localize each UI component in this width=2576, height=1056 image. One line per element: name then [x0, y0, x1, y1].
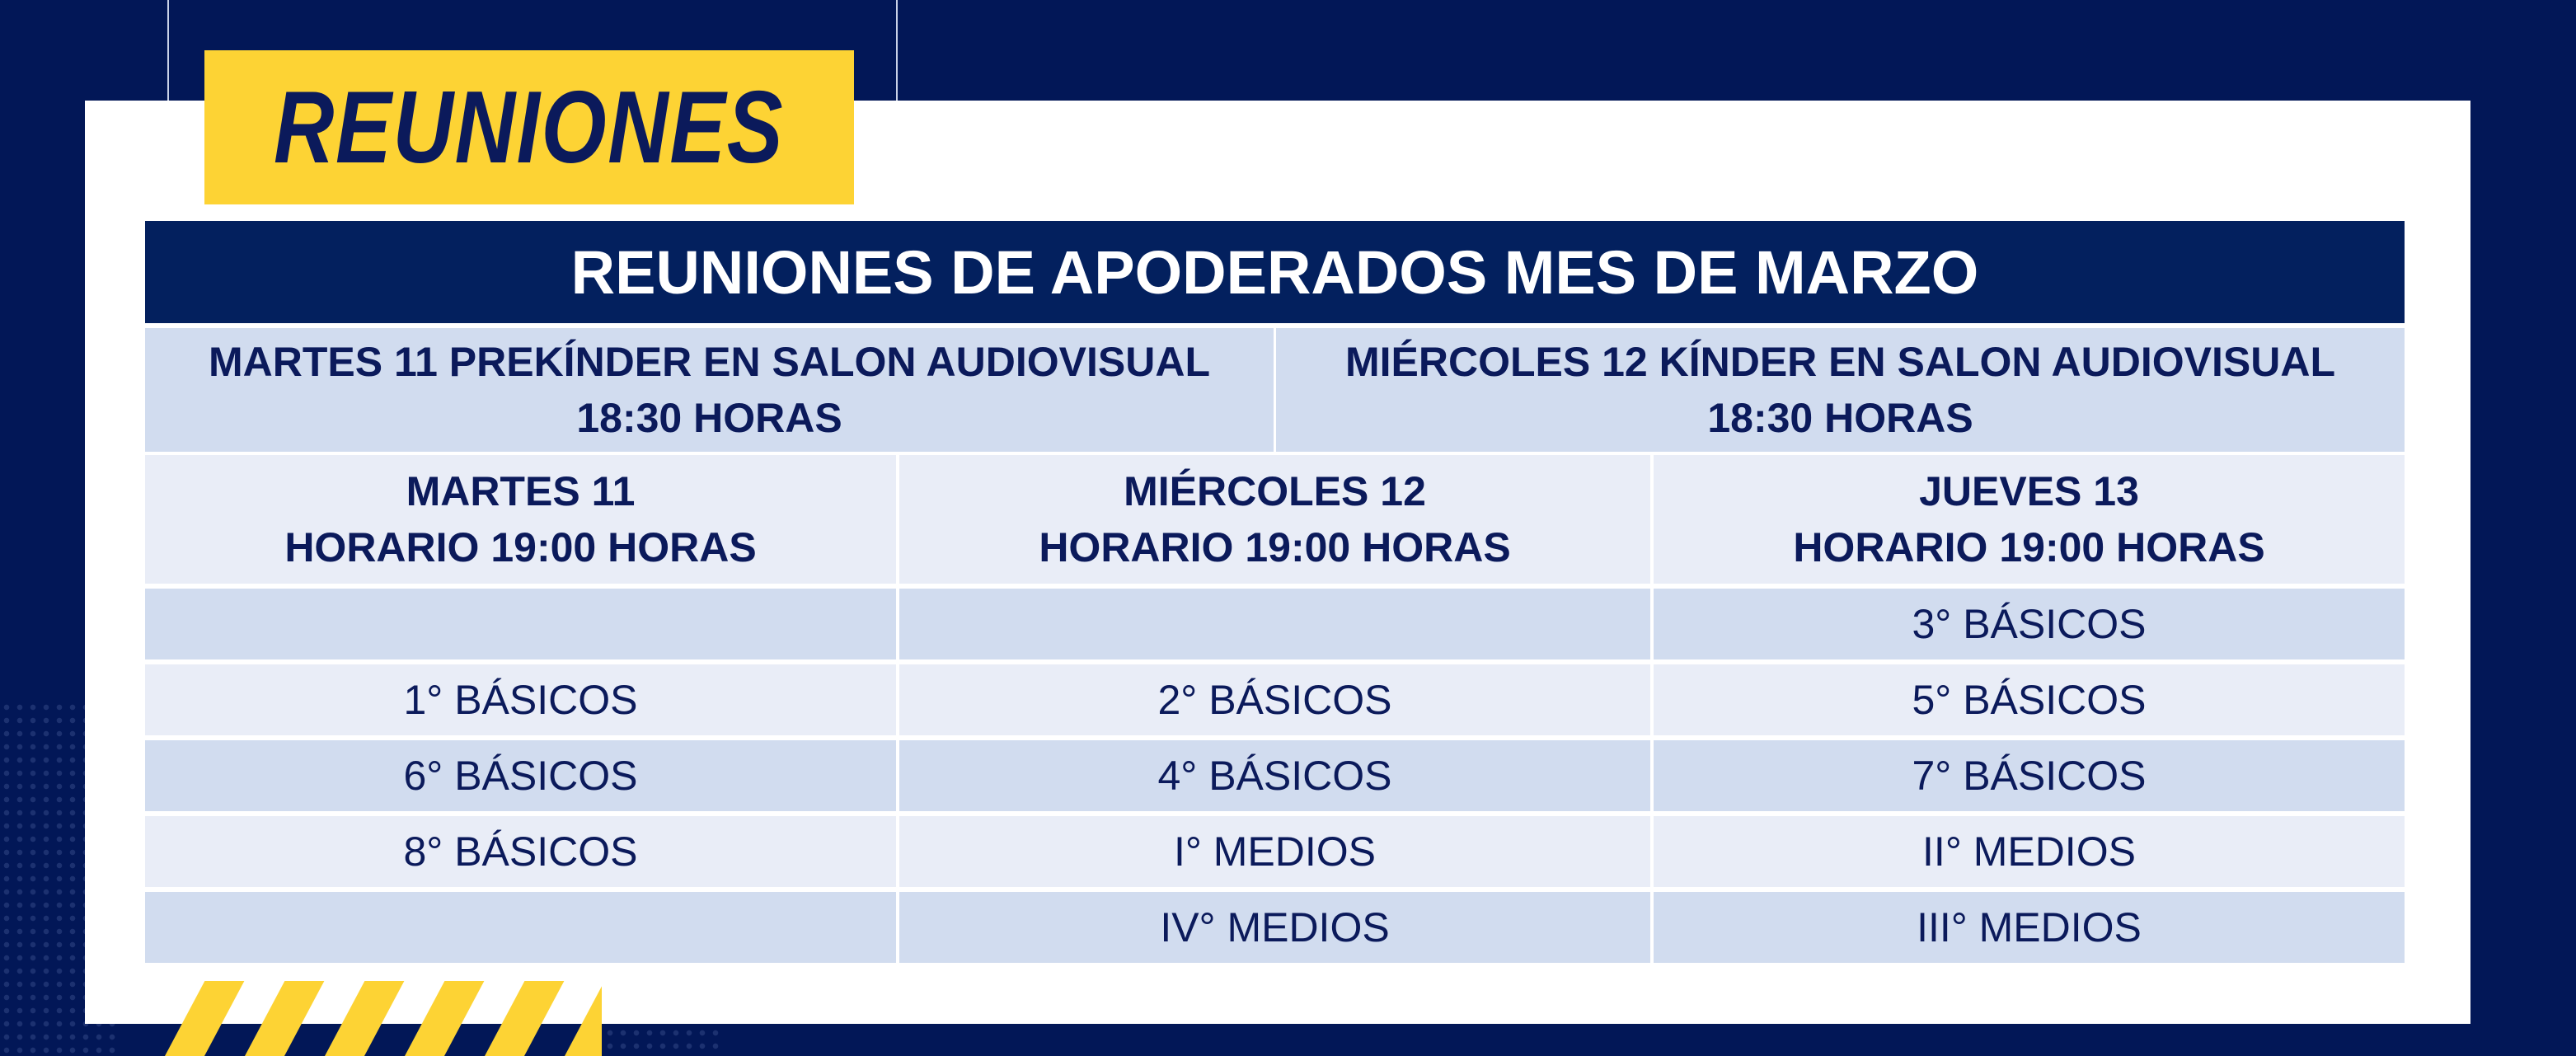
- yellow-stripes: [115, 981, 602, 1056]
- header-time: HORARIO 19:00 HORAS: [1793, 524, 2265, 570]
- stripe: [245, 981, 325, 1056]
- header-day: JUEVES 13: [1919, 468, 2139, 514]
- decorative-line-left: [167, 0, 169, 101]
- badge-text: REUNIONES: [274, 70, 785, 185]
- table-cell: 2° BÁSICOS: [899, 664, 1650, 735]
- table-cell: 8° BÁSICOS: [145, 816, 896, 887]
- header-day: MIÉRCOLES 12: [1124, 468, 1426, 514]
- stripe: [325, 981, 405, 1056]
- stripe: [485, 981, 565, 1056]
- column-header-tuesday: MARTES 11 HORARIO 19:00 HORAS: [145, 455, 896, 584]
- reuniones-badge: REUNIONES: [204, 50, 854, 204]
- header-time: HORARIO 19:00 HORAS: [1039, 524, 1511, 570]
- table-cell: [145, 589, 896, 659]
- table-cell: 1° BÁSICOS: [145, 664, 896, 735]
- header-time: HORARIO 19:00 HORAS: [284, 524, 757, 570]
- table-cell: I° MEDIOS: [899, 816, 1650, 887]
- stripe: [165, 981, 245, 1056]
- table-cell: 4° BÁSICOS: [899, 740, 1650, 811]
- table-cell: [899, 589, 1650, 659]
- table-cell: 5° BÁSICOS: [1654, 664, 2405, 735]
- session-line: MARTES 11 PREKÍNDER EN SALON AUDIOVISUAL: [209, 339, 1210, 385]
- table-row: 3° BÁSICOS: [145, 589, 2405, 659]
- stripe: [565, 981, 602, 1056]
- column-header-wednesday: MIÉRCOLES 12 HORARIO 19:00 HORAS: [899, 455, 1650, 584]
- table-cell: III° MEDIOS: [1654, 892, 2405, 963]
- session-line: MIÉRCOLES 12 KÍNDER EN SALON AUDIOVISUAL: [1344, 339, 2336, 385]
- table-row: 1° BÁSICOS 2° BÁSICOS 5° BÁSICOS: [145, 664, 2405, 735]
- table-title: REUNIONES DE APODERADOS MES DE MARZO: [145, 221, 2405, 323]
- header-day: MARTES 11: [406, 468, 636, 514]
- column-headers-row: MARTES 11 HORARIO 19:00 HORAS MIÉRCOLES …: [145, 455, 2405, 584]
- special-session-prekinder: MARTES 11 PREKÍNDER EN SALON AUDIOVISUAL…: [145, 328, 1274, 452]
- column-header-thursday: JUEVES 13 HORARIO 19:00 HORAS: [1654, 455, 2405, 584]
- special-session-kinder: MIÉRCOLES 12 KÍNDER EN SALON AUDIOVISUAL…: [1276, 328, 2405, 452]
- table-row: 8° BÁSICOS I° MEDIOS II° MEDIOS: [145, 816, 2405, 887]
- table-row: IV° MEDIOS III° MEDIOS: [145, 892, 2405, 963]
- session-time: 18:30 HORAS: [576, 395, 842, 441]
- table-cell: 6° BÁSICOS: [145, 740, 896, 811]
- table-cell: II° MEDIOS: [1654, 816, 2405, 887]
- session-time: 18:30 HORAS: [1707, 395, 1973, 441]
- stripe: [405, 981, 485, 1056]
- table-cell: 7° BÁSICOS: [1654, 740, 2405, 811]
- table-row: 6° BÁSICOS 4° BÁSICOS 7° BÁSICOS: [145, 740, 2405, 811]
- special-sessions-row: MARTES 11 PREKÍNDER EN SALON AUDIOVISUAL…: [145, 328, 2405, 452]
- table-cell: 3° BÁSICOS: [1654, 589, 2405, 659]
- decorative-line-right: [896, 0, 898, 101]
- table-cell: [145, 892, 896, 963]
- dot-pattern-bottom: [577, 1026, 725, 1056]
- table-cell: IV° MEDIOS: [899, 892, 1650, 963]
- schedule-table: REUNIONES DE APODERADOS MES DE MARZO MAR…: [145, 221, 2405, 963]
